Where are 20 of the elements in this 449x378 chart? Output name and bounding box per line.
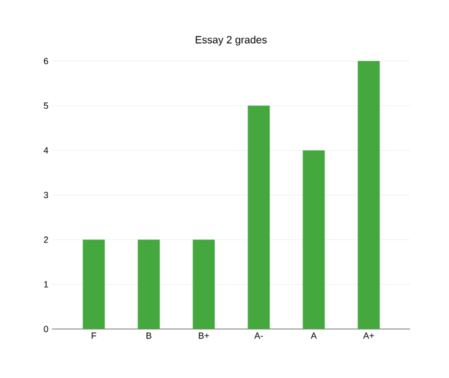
chart-title: Essay 2 grades	[196, 36, 267, 46]
y-tick-label: 6	[44, 58, 48, 64]
bar	[358, 61, 380, 329]
x-tick-label: A+	[363, 332, 374, 339]
bar	[302, 150, 325, 329]
y-tick-label: 0	[44, 326, 48, 332]
x-tick-label: B+	[198, 332, 209, 339]
x-tick-label: A-	[254, 332, 263, 339]
y-tick-label: 2	[44, 236, 48, 243]
y-tick-label: 5	[44, 102, 48, 109]
x-tick-label: F	[92, 332, 96, 339]
y-tick-label: 1	[44, 281, 48, 288]
bar	[248, 106, 270, 329]
bar	[82, 240, 105, 329]
bar	[138, 240, 160, 329]
x-tick-label: B	[146, 332, 152, 339]
y-tick-label: 4	[44, 147, 48, 154]
x-tick-label: A	[310, 332, 317, 339]
y-tick-label: 3	[44, 192, 48, 198]
bar	[192, 240, 215, 329]
